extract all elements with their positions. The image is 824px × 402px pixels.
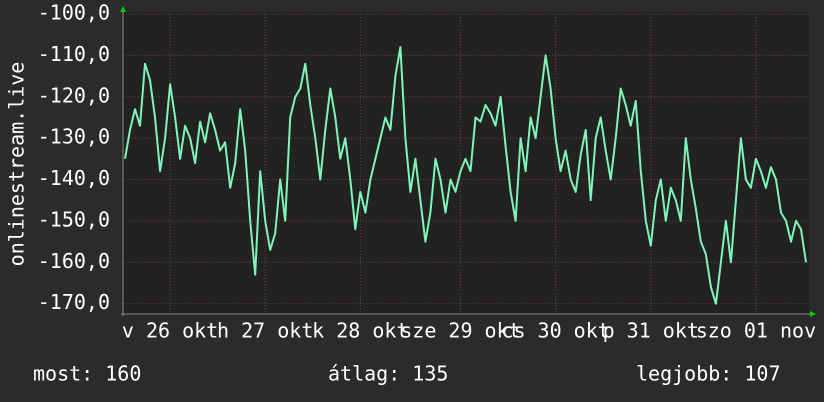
y-tick-label: -150,0 bbox=[38, 207, 110, 231]
x-tick-label: h 27 okt bbox=[217, 319, 313, 343]
axis-arrow bbox=[120, 6, 126, 12]
x-tick-label: sze 29 okt bbox=[400, 319, 520, 343]
plot-area bbox=[123, 12, 809, 314]
x-tick-label: p 31 okt bbox=[603, 319, 699, 343]
x-tick-label: v 26 okt bbox=[122, 319, 218, 343]
y-tick-label: -120,0 bbox=[38, 83, 110, 107]
y-tick-label: -140,0 bbox=[38, 166, 110, 190]
y-axis-label: onlinestream.live bbox=[5, 62, 29, 267]
stat-label: most: 160 bbox=[33, 362, 141, 386]
y-tick-label: -110,0 bbox=[38, 42, 110, 66]
x-tick-label: k 28 okt bbox=[312, 319, 408, 343]
x-tick-label: szo 01 nov bbox=[696, 319, 816, 343]
stat-label: legjobb: 107 bbox=[636, 362, 781, 386]
marks bbox=[124, 46, 807, 305]
y-tick-label: -170,0 bbox=[38, 290, 110, 314]
data-line bbox=[124, 46, 807, 305]
y-tick-label: -100,0 bbox=[38, 1, 110, 25]
y-tick-label: -130,0 bbox=[38, 125, 110, 149]
axis-arrow bbox=[810, 311, 816, 317]
x-tick-label: cs 30 okt bbox=[501, 319, 609, 343]
y-tick-label: -160,0 bbox=[38, 249, 110, 273]
stat-label: átlag: 135 bbox=[328, 362, 448, 386]
